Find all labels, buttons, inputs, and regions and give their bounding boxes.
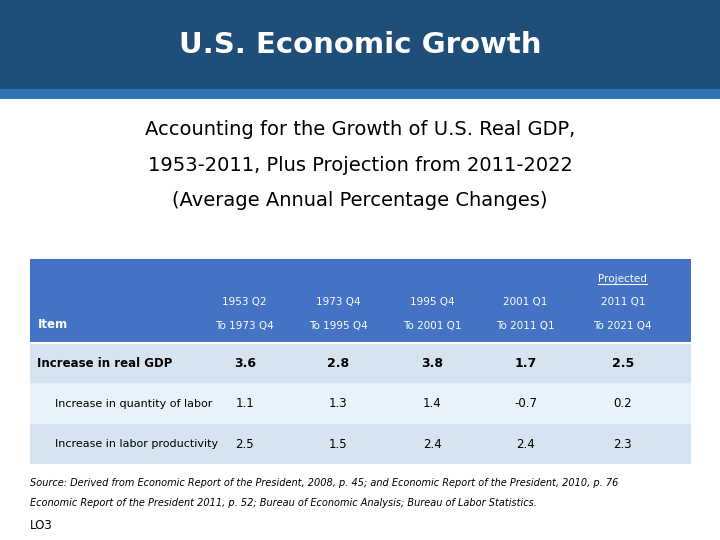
Text: 1.7: 1.7 [515, 356, 536, 370]
Text: 2.8: 2.8 [328, 356, 349, 370]
Text: 1.1: 1.1 [235, 397, 254, 410]
Text: 1.3: 1.3 [329, 397, 348, 410]
Text: 1995 Q4: 1995 Q4 [410, 297, 454, 307]
Bar [0, 89, 720, 99]
Text: U.S. Economic Growth: U.S. Economic Growth [179, 31, 541, 58]
Text: 3.6: 3.6 [234, 356, 256, 370]
Text: 1953 Q2: 1953 Q2 [222, 297, 267, 307]
Text: LO3: LO3 [30, 519, 53, 532]
Text: To 2001 Q1: To 2001 Q1 [402, 321, 462, 331]
Bar [30, 343, 691, 383]
Text: 1953-2011, Plus Projection from 2011-2022: 1953-2011, Plus Projection from 2011-202… [148, 156, 572, 174]
Text: 2011 Q1: 2011 Q1 [600, 297, 645, 307]
Text: (Average Annual Percentage Changes): (Average Annual Percentage Changes) [172, 191, 548, 210]
Text: 0.2: 0.2 [613, 397, 632, 410]
Text: Increase in quantity of labor: Increase in quantity of labor [55, 399, 213, 409]
Text: 1.4: 1.4 [423, 397, 441, 410]
Text: 1973 Q4: 1973 Q4 [316, 297, 361, 307]
Text: 1.5: 1.5 [329, 437, 348, 451]
Text: To 1973 Q4: To 1973 Q4 [215, 321, 274, 331]
Text: 2.3: 2.3 [613, 437, 632, 451]
Text: Accounting for the Growth of U.S. Real GDP,: Accounting for the Growth of U.S. Real G… [145, 120, 575, 139]
Text: -0.7: -0.7 [514, 397, 537, 410]
Bar [0, 0, 720, 89]
Text: 2.5: 2.5 [612, 356, 634, 370]
Bar [30, 383, 691, 424]
Text: 3.8: 3.8 [421, 356, 443, 370]
Text: Increase in labor productivity: Increase in labor productivity [55, 439, 219, 449]
Text: Projected: Projected [598, 273, 647, 284]
Text: Increase in real GDP: Increase in real GDP [37, 356, 173, 370]
Text: 2.5: 2.5 [235, 437, 254, 451]
Bar [30, 424, 691, 464]
Text: To 1995 Q4: To 1995 Q4 [309, 321, 368, 331]
Text: Item: Item [37, 318, 68, 331]
Text: To 2021 Q4: To 2021 Q4 [593, 321, 652, 331]
Text: 2001 Q1: 2001 Q1 [503, 297, 548, 307]
Text: To 2011 Q1: To 2011 Q1 [496, 321, 555, 331]
Text: Source: Derived from Economic Report of the President, 2008, p. 45; and Economic: Source: Derived from Economic Report of … [30, 478, 618, 488]
Text: 2.4: 2.4 [516, 437, 535, 451]
Bar [30, 259, 691, 343]
Text: 2.4: 2.4 [423, 437, 441, 451]
Text: Economic Report of the President 2011, p. 52; Bureau of Economic Analysis; Burea: Economic Report of the President 2011, p… [30, 498, 537, 509]
